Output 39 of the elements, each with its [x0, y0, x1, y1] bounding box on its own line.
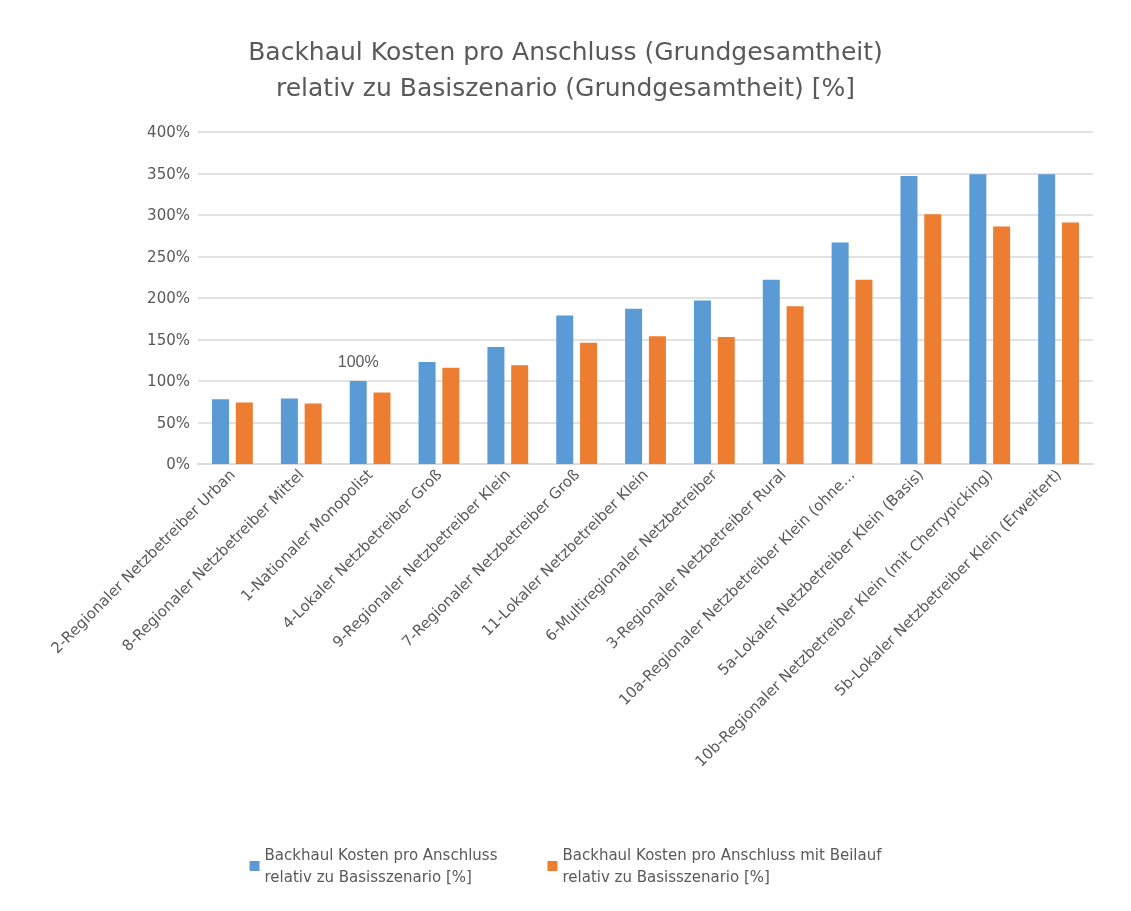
- y-tick-label: 50%: [156, 413, 190, 432]
- annotation: 100%: [337, 352, 379, 370]
- bar: [442, 367, 460, 464]
- bar: [762, 279, 780, 464]
- bar: [786, 306, 804, 464]
- y-tick-label: 0%: [166, 455, 190, 473]
- bar: [648, 336, 666, 464]
- bar: [556, 315, 574, 464]
- y-tick-label: 350%: [147, 164, 190, 183]
- bar: [418, 361, 436, 464]
- bar: [1038, 174, 1056, 464]
- bar: [373, 392, 391, 464]
- bar: [717, 337, 735, 464]
- bar: [1061, 222, 1079, 464]
- bar: [304, 403, 322, 464]
- y-tick-label: 150%: [147, 330, 190, 349]
- y-tick-label: 100%: [147, 372, 190, 390]
- bar: [625, 308, 643, 464]
- chart-title: Backhaul Kosten pro Anschluss (Grundgesamtheit) relativ zu Basiszenario (Grundgesamtheit) [%]: [248, 36, 883, 102]
- y-tick-label: 200%: [147, 289, 190, 307]
- bar: [580, 342, 598, 464]
- bar: [924, 214, 942, 464]
- bar: [969, 174, 987, 464]
- bar: [349, 381, 367, 464]
- bar: [993, 226, 1011, 464]
- y-tick-label: 250%: [147, 247, 190, 266]
- y-tick-label: 300%: [147, 206, 190, 224]
- legend-label: Backhaul Kosten pro Anschluss relativ zu Basisszenario [%]: [264, 846, 498, 886]
- bar: [831, 242, 849, 464]
- bar: [235, 402, 253, 464]
- bar: [693, 300, 711, 464]
- bar: [900, 175, 918, 464]
- bar: [487, 346, 505, 464]
- bar: [855, 279, 873, 464]
- y-tick-label: 400%: [147, 123, 190, 141]
- bar: [280, 398, 298, 464]
- bar: [212, 399, 230, 464]
- bar: [511, 365, 529, 464]
- legend-label: Backhaul Kosten pro Anschluss mit Beilauf relativ zu Basisszenario [%]: [562, 846, 883, 886]
